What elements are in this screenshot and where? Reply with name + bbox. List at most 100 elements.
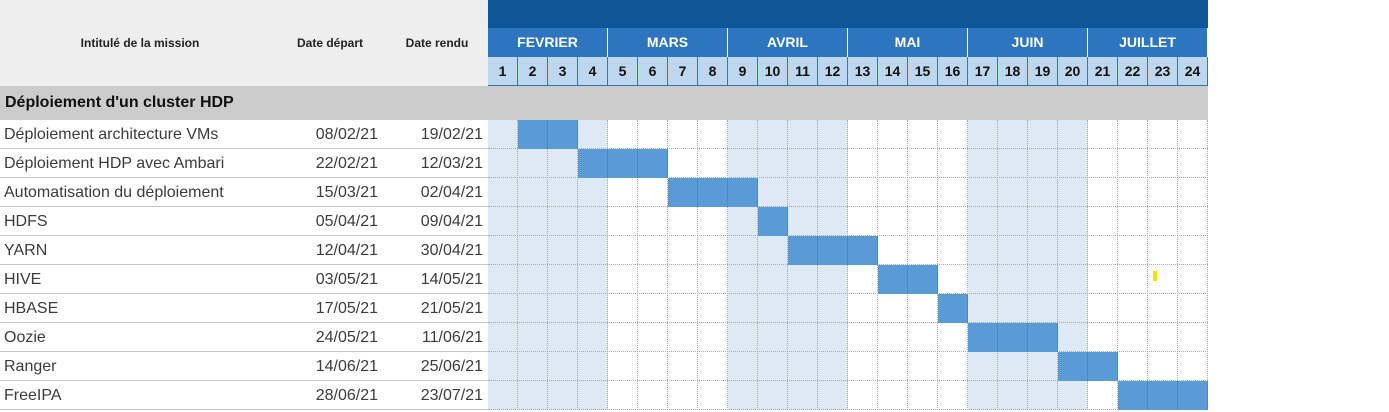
task-row-cells [0, 294, 488, 323]
month-header-row: FEVRIER MARS AVRIL MAI JUIN JUILLET [488, 28, 1208, 57]
task-row-cells [0, 178, 488, 207]
gantt-bar-week-divider [637, 149, 638, 178]
task-end-date: 23/07/21 [420, 387, 483, 404]
grid-hline [488, 235, 1208, 236]
task-row: HBASE 17/05/21 21/05/21 [0, 294, 1208, 323]
week-number: 16 [938, 57, 968, 86]
week-number: 24 [1178, 57, 1208, 86]
gantt-bar-week-divider [727, 178, 728, 207]
grid-vline [607, 120, 608, 410]
week-number: 4 [578, 57, 608, 86]
cell-cursor-marker [1153, 271, 1157, 281]
grid-vline [727, 120, 728, 410]
task-end-date: 19/02/21 [420, 126, 483, 143]
gantt-bar-week-divider [547, 120, 548, 149]
task-row-cells [0, 236, 488, 265]
task-row-cells [0, 120, 488, 149]
week-number: 7 [668, 57, 698, 86]
grid-hline [488, 322, 1208, 323]
section-header: Déploiement d'un cluster HDP [0, 86, 1208, 120]
week-header-row: 1 2 3 4 5 6 7 8 9 10 11 12 13 14 15 16 17 18 19 20 21 22 23 24 [488, 57, 1208, 86]
week-number: 17 [968, 57, 998, 86]
task-name: HDFS [4, 213, 48, 230]
week-number: 9 [728, 57, 758, 86]
gantt-bar[interactable] [938, 294, 968, 323]
month-label: MAI [848, 28, 968, 57]
grid-hline [488, 409, 1208, 410]
gantt-bar[interactable] [878, 265, 938, 294]
task-name: FreeIPA [4, 387, 62, 404]
gantt-bar[interactable] [518, 120, 578, 149]
task-start-date: 22/02/21 [315, 155, 378, 172]
week-number: 11 [788, 57, 818, 86]
grid-vline [1207, 120, 1208, 410]
grid-vline [697, 120, 698, 410]
gantt-grid [488, 120, 1208, 410]
grid-vline [757, 120, 758, 410]
gantt-bar-week-divider [607, 149, 608, 178]
grid-hline [488, 206, 1208, 207]
task-start-date: 08/02/21 [315, 126, 378, 143]
task-end-date: 12/03/21 [420, 155, 483, 172]
task-row: FreeIPA 28/06/21 23/07/21 [0, 381, 1208, 410]
task-column-header: Intitulé de la mission [80, 36, 200, 50]
grid-vline [637, 120, 638, 410]
gantt-bar[interactable] [1058, 352, 1118, 381]
task-start-date: 28/06/21 [315, 387, 378, 404]
task-end-date: 09/04/21 [420, 213, 483, 230]
grid-hline [488, 351, 1208, 352]
gantt-bar-week-divider [847, 236, 848, 265]
grid-hline [488, 380, 1208, 381]
gantt-bar[interactable] [968, 323, 1058, 352]
task-row-cells [0, 323, 488, 352]
grid-vline [1177, 120, 1178, 410]
task-name: HIVE [4, 271, 42, 288]
task-start-date: 05/04/21 [315, 213, 378, 230]
task-name: Ranger [4, 358, 57, 375]
month-label: JUIN [968, 28, 1088, 57]
task-end-date: 02/04/21 [420, 184, 483, 201]
gantt-bar-week-divider [1087, 352, 1088, 381]
timeline-top-bar [488, 0, 1208, 28]
grid-hline [488, 148, 1208, 149]
gantt-bar[interactable] [1118, 381, 1208, 410]
week-number: 23 [1148, 57, 1178, 86]
week-number: 19 [1028, 57, 1058, 86]
grid-vline [877, 120, 878, 410]
grid-vline [787, 120, 788, 410]
gantt-bar-week-divider [697, 178, 698, 207]
grid-vline [817, 120, 818, 410]
week-number: 13 [848, 57, 878, 86]
month-label: AVRIL [728, 28, 848, 57]
task-row: HIVE 03/05/21 14/05/21 [0, 265, 1208, 294]
week-number: 14 [878, 57, 908, 86]
gantt-bar[interactable] [758, 207, 788, 236]
gantt-bar-week-divider [907, 265, 908, 294]
gantt-bar[interactable] [788, 236, 878, 265]
gantt-bar[interactable] [578, 149, 668, 178]
week-number: 8 [698, 57, 728, 86]
task-start-date: 12/04/21 [315, 242, 378, 259]
task-name: HBASE [4, 300, 59, 317]
grid-hline [488, 177, 1208, 178]
task-end-date: 25/06/21 [420, 358, 483, 375]
gantt-bar[interactable] [668, 178, 758, 207]
grid-vline [667, 120, 668, 410]
grid-vline [517, 120, 518, 410]
task-start-date: 14/06/21 [315, 358, 378, 375]
week-number: 18 [998, 57, 1028, 86]
task-name: Déploiement HDP avec Ambari [4, 155, 225, 172]
week-number: 21 [1088, 57, 1118, 86]
grid-vline [547, 120, 548, 410]
month-label: FEVRIER [488, 28, 608, 57]
task-name: Déploiement architecture VMs [4, 126, 219, 143]
end-date-column-header: Date rendu [405, 36, 469, 50]
task-row: Déploiement HDP avec Ambari 22/02/21 12/03… [0, 149, 1208, 178]
week-number: 3 [548, 57, 578, 86]
grid-vline [967, 120, 968, 410]
week-number: 6 [638, 57, 668, 86]
task-name: Automatisation du déploiement [4, 184, 224, 201]
gantt-bar-week-divider [1147, 381, 1148, 410]
task-row: Ranger 14/06/21 25/06/21 [0, 352, 1208, 381]
task-list: Déploiement architecture VMs 08/02/21 19/0… [0, 120, 1208, 410]
